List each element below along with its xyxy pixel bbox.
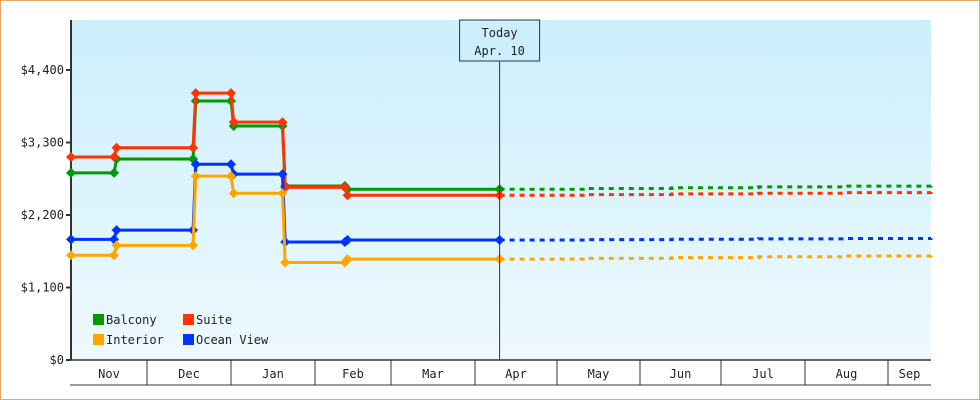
data-point-marker[interactable] xyxy=(277,117,288,128)
data-point-marker[interactable] xyxy=(226,171,236,182)
legend-item-suite[interactable]: Suite xyxy=(183,313,232,327)
month-label-feb: Feb xyxy=(342,367,364,381)
data-point-marker[interactable] xyxy=(342,254,353,265)
y-tick-label: $2,200 xyxy=(21,208,64,222)
month-label-jan: Jan xyxy=(262,367,284,381)
data-point-marker[interactable] xyxy=(111,142,122,153)
month-label-may: May xyxy=(588,367,610,381)
y-tick-label: $3,300 xyxy=(21,136,64,150)
data-point-marker[interactable] xyxy=(190,171,201,182)
legend-swatch xyxy=(183,334,194,345)
legend-label: Interior xyxy=(106,333,164,347)
data-point-marker[interactable] xyxy=(190,159,201,170)
data-point-marker[interactable] xyxy=(280,257,291,268)
y-tick-label: $4,400 xyxy=(21,63,64,77)
month-label-aug: Aug xyxy=(836,367,858,381)
data-point-marker[interactable] xyxy=(66,234,76,245)
legend-label: Ocean View xyxy=(196,333,269,347)
month-label-dec: Dec xyxy=(178,367,200,381)
y-tick-label: $1,100 xyxy=(21,281,64,295)
series-interior xyxy=(66,171,933,268)
month-label-jul: Jul xyxy=(752,367,774,381)
legend-label: Balcony xyxy=(106,313,157,327)
data-point-marker[interactable] xyxy=(188,142,199,153)
data-point-marker[interactable] xyxy=(109,250,120,261)
legend-swatch xyxy=(183,314,194,325)
today-label-box xyxy=(459,19,541,62)
month-label-jun: Jun xyxy=(670,367,692,381)
data-point-marker[interactable] xyxy=(277,188,288,199)
legend-item-balcony[interactable]: Balcony xyxy=(93,313,157,327)
data-point-marker[interactable] xyxy=(111,240,122,251)
today-label: Today xyxy=(482,26,518,40)
y-tick-label: $0 xyxy=(50,353,64,367)
month-label-sep: Sep xyxy=(899,367,921,381)
data-point-marker[interactable] xyxy=(66,250,76,261)
today-marker: Today Apr. 10 xyxy=(459,19,541,360)
series-lines xyxy=(66,88,933,268)
data-point-marker[interactable] xyxy=(226,88,236,99)
legend: Balcony Suite Interior Ocean View xyxy=(93,313,269,347)
data-point-marker[interactable] xyxy=(228,188,239,199)
data-point-marker[interactable] xyxy=(226,159,236,170)
data-point-marker[interactable] xyxy=(109,152,120,162)
data-point-marker[interactable] xyxy=(228,117,239,128)
data-point-marker[interactable] xyxy=(190,88,201,99)
month-label-mar: Mar xyxy=(422,367,444,381)
data-point-marker[interactable] xyxy=(277,169,288,180)
data-point-marker[interactable] xyxy=(342,190,353,201)
y-axis: $0 $1,100 $2,200 $3,300 $4,400 xyxy=(21,20,72,367)
month-label-apr: Apr xyxy=(505,367,527,381)
legend-item-interior[interactable]: Interior xyxy=(93,333,164,347)
legend-swatch xyxy=(93,334,104,345)
data-point-marker[interactable] xyxy=(66,152,76,162)
x-axis: Nov Dec Jan Feb Mar Apr May Jun Jul Aug Sep xyxy=(70,359,931,386)
month-label-nov: Nov xyxy=(98,367,120,381)
legend-item-ocean-view[interactable]: Ocean View xyxy=(183,333,269,347)
data-point-marker[interactable] xyxy=(188,240,199,251)
legend-swatch xyxy=(93,314,104,325)
data-point-marker[interactable] xyxy=(66,167,76,178)
data-point-marker[interactable] xyxy=(339,182,350,193)
data-point-marker[interactable] xyxy=(342,235,353,246)
legend-label: Suite xyxy=(196,313,232,327)
series-suite xyxy=(66,88,933,201)
data-point-marker[interactable] xyxy=(109,167,120,178)
data-point-marker[interactable] xyxy=(111,225,122,236)
today-date: Apr. 10 xyxy=(474,44,525,58)
